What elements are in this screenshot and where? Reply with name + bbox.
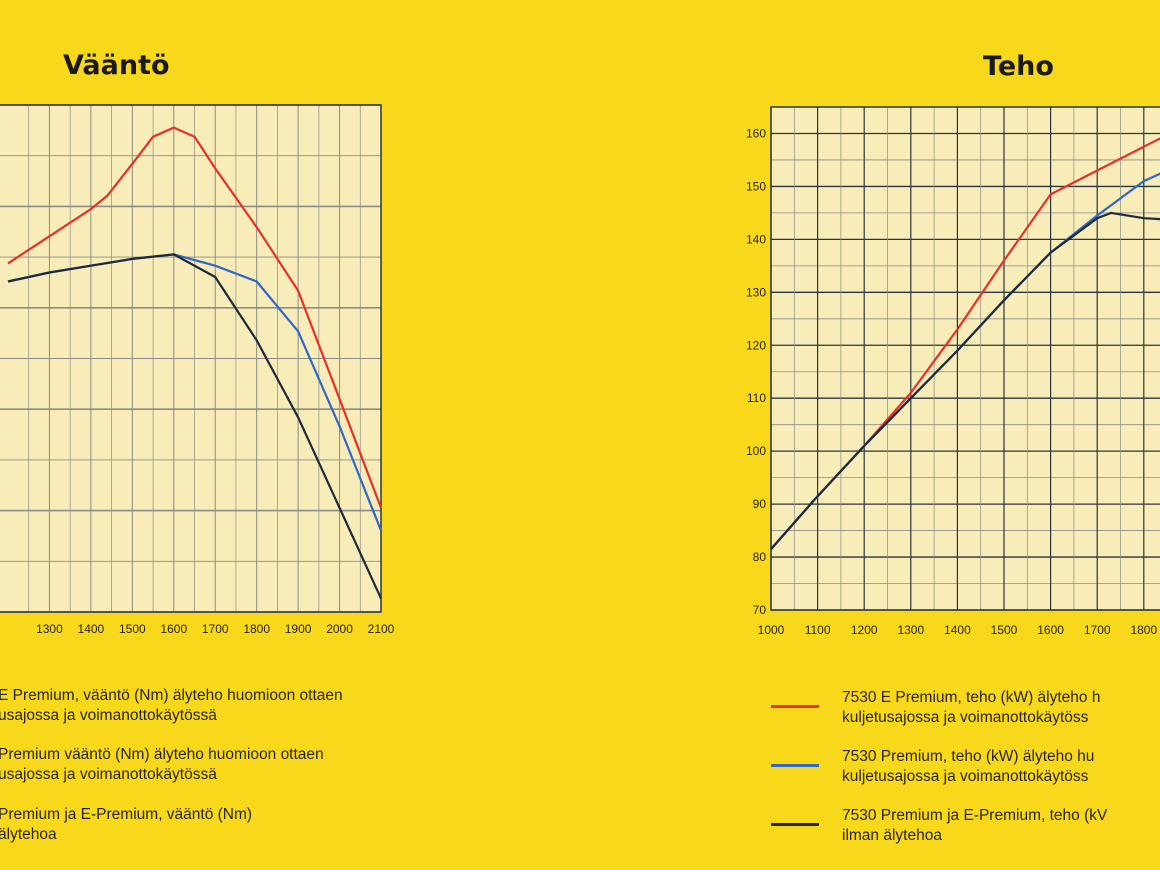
legend-swatch bbox=[771, 764, 819, 767]
x-tick-label: 1000 bbox=[758, 623, 785, 637]
x-tick-label: 1800 bbox=[1130, 623, 1157, 637]
legend-line-1: 7530 Premium ja E-Premium, teho (kV bbox=[842, 807, 1108, 824]
y-tick-label: 110 bbox=[747, 391, 766, 405]
legend-item: 7530 Premium ja E-Premium, teho (kV ilman… bbox=[842, 806, 1107, 846]
legend-item: E Premium, vääntö (Nm) älyteho huomioon … bbox=[0, 686, 343, 726]
legend-line-2: usajossa ja voimanottokäytössä bbox=[0, 707, 217, 724]
chart-right: 70 80 90 100 110 120 130 140 150 160 1000 1100 1200 1… bbox=[746, 106, 1160, 637]
chart-left: 1300 1400 1500 1600 1700 1800 1900 2000 2100 bbox=[0, 104, 395, 636]
x-tick-label: 1300 bbox=[36, 622, 63, 636]
x-tick-label: 1400 bbox=[78, 622, 105, 636]
plot-frame bbox=[770, 106, 1160, 611]
y-tick-label: 100 bbox=[746, 444, 766, 458]
legend-line-1: Premium ja E-Premium, vääntö (Nm) bbox=[0, 806, 253, 823]
y-tick-label: 140 bbox=[746, 232, 766, 246]
chart-title-vaanto: Vääntö bbox=[63, 50, 170, 81]
legend-line-2: usajossa ja voimanottokäytössä bbox=[0, 766, 217, 783]
x-tick-label: 1100 bbox=[805, 623, 831, 637]
x-tick-label: 2100 bbox=[368, 622, 395, 636]
chart-title-teho: Teho bbox=[983, 51, 1054, 82]
series-line-2 bbox=[770, 211, 1160, 550]
x-tick-label: 1700 bbox=[1084, 623, 1111, 637]
x-tick-label: 1700 bbox=[202, 622, 229, 636]
x-tick-label: 1500 bbox=[991, 623, 1018, 637]
x-tick-label: 1300 bbox=[897, 623, 924, 637]
legend-line-2: älytehoa bbox=[0, 826, 57, 843]
x-tick-label: 1600 bbox=[1037, 623, 1064, 637]
x-tick-label: 1200 bbox=[851, 623, 878, 637]
x-tick-label: 2000 bbox=[326, 622, 353, 636]
x-tick-label: 1800 bbox=[243, 622, 270, 636]
legend-item: Premium ja E-Premium, vääntö (Nm) älyteho… bbox=[0, 805, 252, 845]
x-tick-label: 1900 bbox=[285, 622, 312, 636]
series-line-0 bbox=[7, 126, 383, 509]
x-tick-label: 1600 bbox=[160, 622, 187, 636]
y-tick-label: 130 bbox=[746, 285, 766, 299]
y-tick-label: 70 bbox=[753, 603, 767, 617]
legend-item: Premium vääntö (Nm) älyteho huomioon ott… bbox=[0, 745, 324, 785]
x-tick-label: 1500 bbox=[119, 622, 146, 636]
legend-line-1: 7530 Premium, teho (kW) älyteho hu bbox=[842, 748, 1095, 765]
legend-line-1: Premium vääntö (Nm) älyteho huomioon ott… bbox=[0, 746, 324, 763]
legend-line-2: kuljetusajossa ja voimanottokäytöss bbox=[842, 768, 1089, 785]
plot-frame bbox=[0, 104, 382, 613]
y-tick-label: 90 bbox=[753, 497, 767, 511]
legend-item: 7530 E Premium, teho (kW) älyteho h kulje… bbox=[842, 688, 1100, 728]
legend-line-1: E Premium, vääntö (Nm) älyteho huomioon … bbox=[0, 687, 343, 704]
y-tick-label: 150 bbox=[746, 179, 766, 193]
legend-line-1: 7530 E Premium, teho (kW) älyteho h bbox=[842, 689, 1101, 706]
legend-line-2: kuljetusajossa ja voimanottokäytöss bbox=[842, 709, 1089, 726]
legend-swatch bbox=[771, 705, 819, 708]
y-tick-label: 120 bbox=[746, 338, 766, 352]
y-tick-label: 80 bbox=[753, 550, 767, 564]
legend-line-2: ilman älytehoa bbox=[842, 827, 942, 844]
y-tick-label: 160 bbox=[746, 126, 766, 140]
legend-item: 7530 Premium, teho (kW) älyteho hu kuljet… bbox=[842, 747, 1094, 787]
plot-area bbox=[771, 107, 1160, 610]
legend-swatch bbox=[771, 823, 819, 826]
x-tick-label: 1400 bbox=[944, 623, 971, 637]
series-line-2 bbox=[7, 253, 383, 599]
